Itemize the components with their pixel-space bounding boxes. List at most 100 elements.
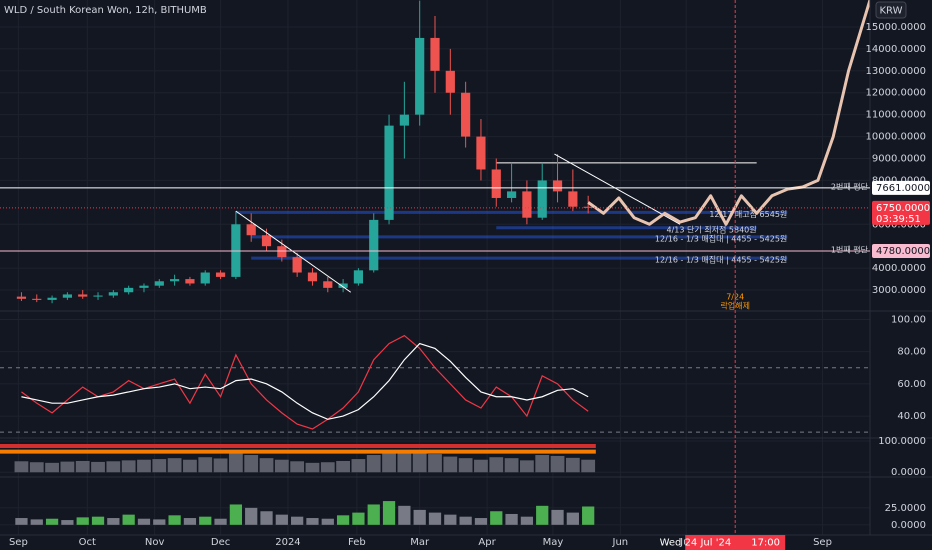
currency-button[interactable]	[875, 1, 907, 19]
x-tick-label: Apr	[478, 537, 496, 548]
candle-body	[323, 281, 333, 288]
trendline	[235, 210, 352, 293]
oscillator-bar	[320, 462, 335, 473]
candle-body	[292, 257, 302, 273]
oscillator-bar	[474, 459, 488, 473]
oscillator-bar	[397, 450, 412, 473]
x-tick-label: May	[543, 537, 564, 548]
oscillator-bar	[412, 451, 427, 473]
oscillator-bar	[351, 459, 366, 473]
y-tick-label: 25.0000	[885, 503, 926, 514]
chart-title: WLD / South Korean Won, 12h, BITHUMB	[4, 5, 207, 16]
x-tick-label: Nov	[145, 537, 165, 548]
candle-body	[32, 298, 42, 300]
oscillator-bar	[305, 462, 320, 473]
oscillator-bar	[443, 456, 458, 473]
crosshair-date-tag	[685, 535, 786, 550]
x-tick-label: Jun	[612, 537, 629, 548]
candle-body	[522, 191, 532, 218]
oscillator-bar	[152, 459, 167, 473]
candle-body	[261, 235, 272, 247]
volume-bar	[122, 514, 135, 525]
countdown-text: 03:39:51	[876, 214, 921, 225]
volume-bar	[260, 511, 273, 525]
volume-bar	[321, 518, 334, 525]
currency-label[interactable]: KRW	[880, 6, 903, 17]
volume-bar	[444, 514, 457, 525]
volume-bar	[520, 516, 534, 525]
oscillator-bar	[458, 458, 473, 473]
volume-bar	[91, 516, 105, 525]
volume-bar	[15, 518, 28, 525]
oscillator-bar	[504, 458, 519, 473]
x-tick-label: Sep	[9, 537, 28, 548]
volume-bar	[413, 509, 426, 525]
x-tick-label: Oct	[79, 537, 96, 548]
volume-bar	[107, 518, 120, 525]
volume-bar	[229, 504, 243, 525]
candle-body	[307, 272, 318, 282]
oscillator-bar	[198, 457, 213, 473]
oscillator-bar	[45, 462, 59, 473]
oscillator-bar	[535, 455, 550, 473]
y-tick-label: 0.0000	[891, 520, 926, 531]
volume-bar	[459, 516, 472, 525]
event-label: 7/24	[726, 293, 744, 302]
oscillator-bar	[121, 460, 136, 473]
oscillator-bar	[29, 462, 44, 473]
level-tag-text: 4780.0000	[876, 246, 930, 257]
oscillator-bar	[213, 458, 228, 473]
candle-body	[476, 136, 486, 170]
candle-body	[185, 279, 195, 284]
y-tick-label: 3000.0000	[872, 285, 926, 296]
oscillator-bar	[581, 459, 596, 473]
x-tick-label: Feb	[348, 537, 366, 548]
oscillator-bar	[244, 455, 259, 473]
y-tick-label: 40.00	[897, 411, 926, 422]
oscillator-bar	[382, 451, 396, 473]
oscillator-bar	[106, 461, 121, 473]
volume-bar	[551, 509, 564, 525]
candle-body	[415, 37, 425, 115]
y-tick-label: 80.00	[897, 347, 926, 358]
volume-bar	[214, 518, 227, 525]
oscillator-bar	[259, 458, 274, 473]
crosshair-time: 17:00	[751, 538, 780, 549]
zone-label: 12/16 - 1/3 매집대 | 4455 - 5425원	[655, 255, 787, 265]
candle-body	[399, 114, 409, 126]
oscillator-bar	[428, 454, 442, 473]
candle-body	[277, 246, 287, 258]
y-tick-label: 13000.0000	[866, 66, 926, 77]
oscillator-bar	[520, 460, 534, 473]
candle-body	[338, 283, 348, 288]
volume-bar	[199, 516, 212, 525]
oscillator-bar	[290, 461, 305, 473]
y-tick-label: 10000.0000	[866, 132, 926, 143]
oscillator-bar	[274, 459, 289, 473]
y-tick-label: 4000.0000	[872, 263, 926, 274]
crosshair-date: Wed 24 Jul '24	[660, 538, 732, 549]
candle-body	[154, 281, 164, 286]
volume-bar	[566, 512, 579, 525]
oscillator-bar	[183, 459, 197, 473]
last-price-tag	[872, 200, 930, 225]
volume-bar	[382, 501, 396, 525]
volume-bar	[153, 519, 166, 525]
volume-bar	[76, 517, 89, 525]
event-sublabel: 락업해제	[720, 301, 749, 311]
rsi-line	[21, 334, 589, 430]
volume-bar	[275, 514, 288, 525]
volume-bar	[352, 512, 365, 525]
x-tick-label: Sep	[813, 537, 832, 548]
lower-panes	[0, 334, 870, 525]
volume-bar	[45, 518, 59, 525]
candle-body	[430, 37, 440, 71]
volume-bar	[582, 506, 595, 525]
candle-body	[200, 272, 210, 284]
candle-body	[537, 180, 547, 218]
volume-bar	[61, 520, 74, 525]
volume-bar	[30, 519, 43, 525]
